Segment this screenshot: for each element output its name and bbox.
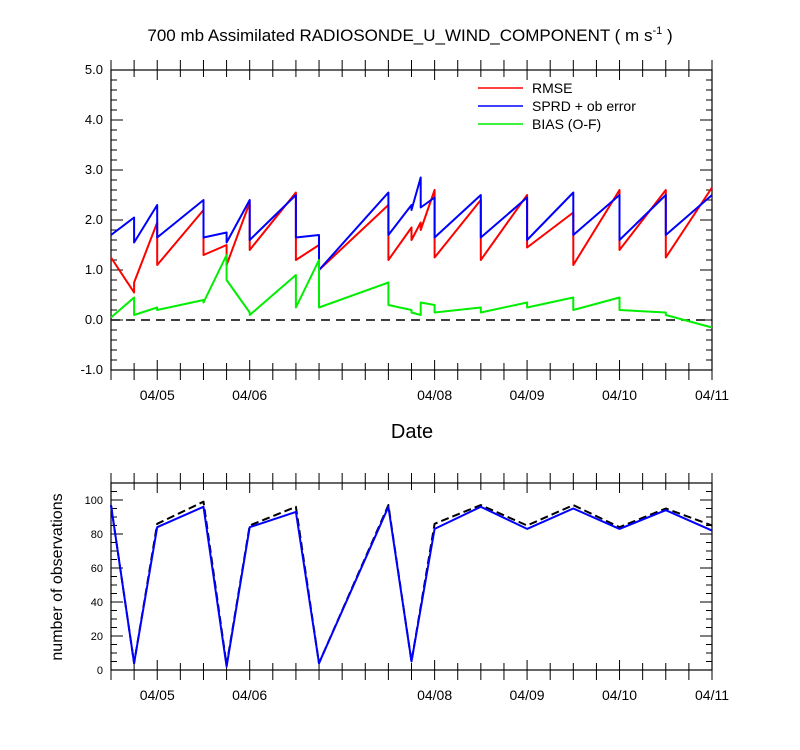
x-tick-label: 04/11: [695, 387, 729, 403]
plot-frame: [110, 482, 713, 671]
x-tick-label: 04/06: [232, 687, 267, 703]
plot-frame: [110, 69, 713, 371]
chart-title-superscript: -1: [652, 25, 662, 37]
y-tick-label: 1.0: [85, 262, 103, 277]
y-tick-label: 0.0: [85, 312, 103, 327]
y-tick-label: 0: [97, 665, 103, 677]
top-plot: 04/05 04/06 04/08 04/09 04/10 04/11 5.0 4.0 3.0 2…: [81, 60, 729, 403]
x-tick-label: 04/09: [510, 387, 545, 403]
x-tick-label: 04/09: [510, 687, 545, 703]
x-tick-label: 04/11: [695, 687, 729, 703]
series-line-sprd-ob-error: [110, 176, 713, 271]
x-tick-label: 04/06: [232, 387, 267, 403]
y-axis-label-bottom: number of observations: [49, 493, 66, 660]
x-tick-label: 04/10: [602, 687, 637, 703]
x-tick-label: 04/05: [140, 387, 175, 403]
y-tick-label: 3.0: [85, 162, 103, 177]
legend-label-bias: BIAS (O-F): [532, 116, 601, 132]
x-tick-label: 04/05: [140, 687, 175, 703]
x-tick-label: 04/08: [417, 387, 452, 403]
chart-title: 700 mb Assimilated RADIOSONDE_U_WIND_COM…: [147, 25, 672, 45]
series-line-solid: [110, 504, 713, 668]
y-tick-label: 5.0: [85, 62, 103, 77]
y-tick-label: 2.0: [85, 212, 103, 227]
y-tick-label: 20: [91, 631, 103, 643]
x-tick-label: 04/10: [602, 387, 637, 403]
x-axis-label: Date: [391, 421, 433, 443]
y-tick-label: 100: [85, 495, 103, 507]
chart-title-main: 700 mb Assimilated RADIOSONDE_U_WIND_COM…: [147, 26, 652, 45]
y-tick-label: -1.0: [81, 362, 103, 377]
legend-label-rmse: RMSE: [532, 80, 572, 96]
y-tick-label: 60: [91, 563, 103, 575]
legend-label-sprd: SPRD + ob error: [532, 98, 636, 114]
y-tick-label: 4.0: [85, 112, 103, 127]
y-tick-label: 80: [91, 529, 103, 541]
legend: RMSE SPRD + ob error BIAS (O-F): [478, 80, 636, 132]
series-line-rmse: [110, 186, 713, 294]
chart-title-suffix: ): [662, 26, 672, 45]
series-line-dashed: [110, 500, 713, 666]
series-line-bias-o-f: [110, 254, 713, 329]
bottom-plot: 04/05 04/06 04/08 04/09 04/10 04/11 100 80 60 40 2…: [85, 473, 729, 703]
y-tick-label: 40: [91, 597, 103, 609]
x-tick-label: 04/08: [417, 687, 452, 703]
